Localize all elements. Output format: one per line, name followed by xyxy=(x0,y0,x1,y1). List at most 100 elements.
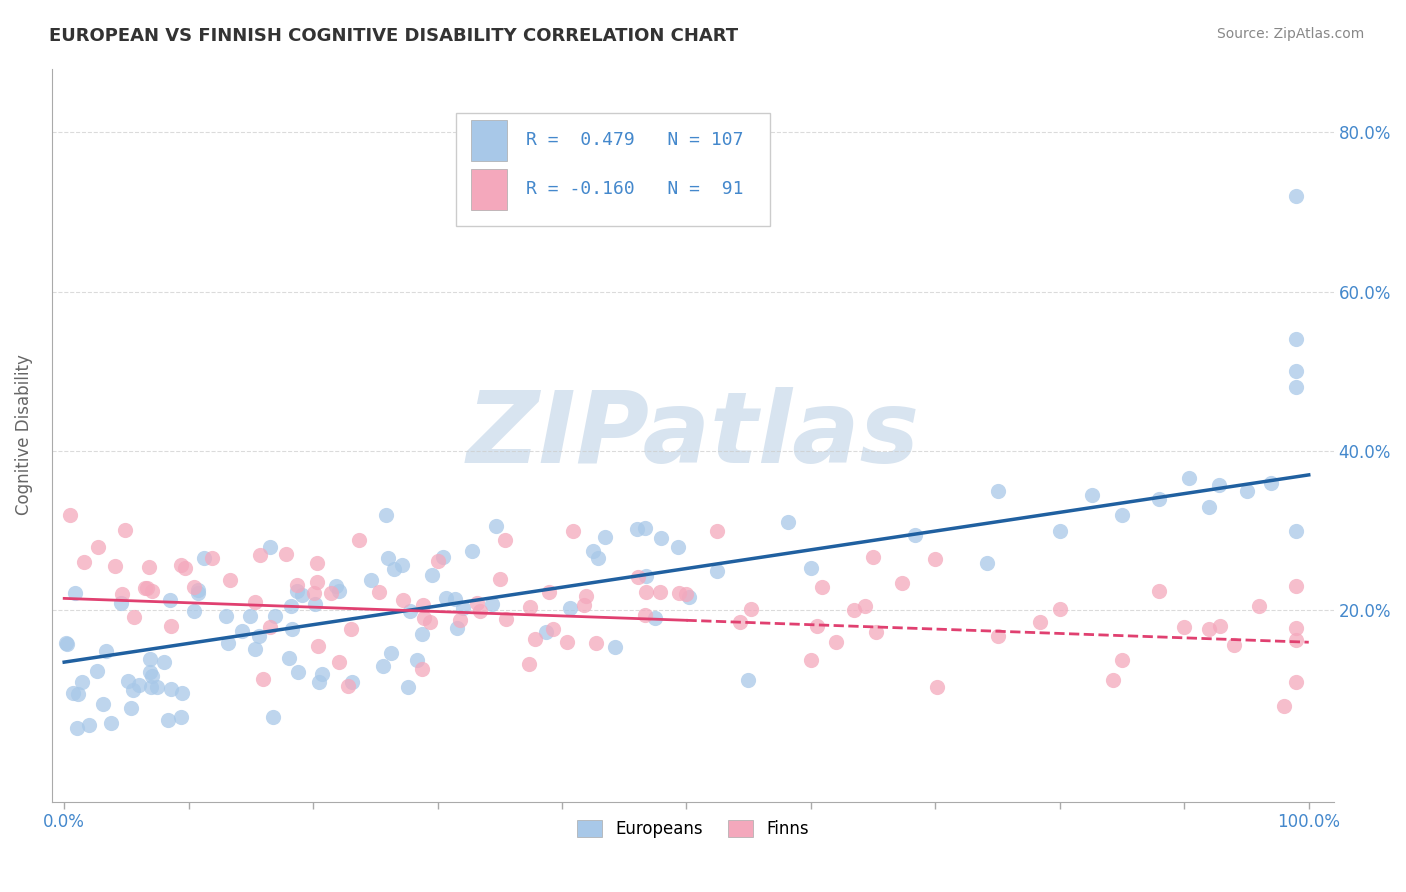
Point xyxy=(104,559,127,574)
Point xyxy=(728,615,751,630)
Point xyxy=(1260,475,1282,490)
Point xyxy=(412,598,434,612)
Point xyxy=(380,646,402,660)
Point xyxy=(340,622,363,636)
Point xyxy=(328,583,350,598)
Point xyxy=(281,622,304,636)
Point xyxy=(1209,619,1232,633)
Point xyxy=(541,623,564,637)
Point xyxy=(987,629,1010,643)
Point xyxy=(238,608,260,623)
Point xyxy=(706,564,728,578)
Point xyxy=(519,657,541,672)
Point xyxy=(347,533,370,547)
Point xyxy=(259,541,281,555)
Point xyxy=(1236,483,1258,498)
Point xyxy=(305,574,328,589)
Point xyxy=(174,560,197,574)
Point xyxy=(450,613,472,627)
Point xyxy=(890,576,912,591)
Point xyxy=(800,561,823,575)
Point xyxy=(644,611,666,625)
Point xyxy=(183,580,205,594)
Point xyxy=(668,586,690,600)
Point xyxy=(114,523,136,537)
Point xyxy=(405,653,427,667)
Point xyxy=(865,624,887,639)
Point xyxy=(187,583,209,598)
Point xyxy=(558,601,581,615)
Point xyxy=(146,680,169,694)
Point xyxy=(291,589,314,603)
Point xyxy=(135,582,157,596)
Point xyxy=(262,710,284,724)
Point xyxy=(139,665,162,679)
Point xyxy=(360,573,382,587)
Point xyxy=(215,608,238,623)
Point xyxy=(278,651,301,665)
Point xyxy=(141,583,163,598)
Point xyxy=(562,524,585,538)
Point xyxy=(59,508,82,522)
Point xyxy=(976,556,998,570)
Point xyxy=(1149,491,1171,506)
Point xyxy=(519,600,541,615)
Point xyxy=(627,570,650,584)
Point xyxy=(391,558,413,572)
Point xyxy=(494,533,516,547)
Point xyxy=(245,642,267,657)
Point xyxy=(1111,653,1133,667)
Point xyxy=(585,636,607,650)
Point xyxy=(485,519,508,533)
Point xyxy=(377,551,399,566)
Point xyxy=(86,665,108,679)
Point xyxy=(138,560,160,574)
Point xyxy=(1285,633,1308,648)
Point xyxy=(321,586,343,600)
Point xyxy=(91,697,114,711)
FancyBboxPatch shape xyxy=(471,120,506,161)
Text: EUROPEAN VS FINNISH COGNITIVE DISABILITY CORRELATION CHART: EUROPEAN VS FINNISH COGNITIVE DISABILITY… xyxy=(49,27,738,45)
Point xyxy=(1149,583,1171,598)
Point xyxy=(572,599,595,613)
Point xyxy=(987,483,1010,498)
Point xyxy=(1208,478,1230,492)
Point xyxy=(1285,524,1308,538)
Point xyxy=(79,718,101,732)
Point xyxy=(411,662,433,676)
Point xyxy=(650,585,672,599)
Point xyxy=(842,602,865,616)
Point xyxy=(1177,471,1199,485)
Point xyxy=(1049,602,1071,616)
Point xyxy=(1081,488,1104,502)
Point xyxy=(603,640,626,654)
Point xyxy=(328,655,350,669)
Point xyxy=(259,620,281,634)
Point xyxy=(287,665,309,680)
Point xyxy=(1285,333,1308,347)
Point xyxy=(650,531,672,545)
Point xyxy=(63,586,86,600)
Point xyxy=(810,580,832,594)
Point xyxy=(170,686,193,700)
Point xyxy=(925,681,948,695)
Point xyxy=(470,604,492,618)
Point xyxy=(156,713,179,727)
Point xyxy=(285,584,308,599)
Point xyxy=(193,551,215,566)
Point xyxy=(862,550,884,565)
Point xyxy=(1272,698,1295,713)
Point xyxy=(70,675,93,690)
FancyBboxPatch shape xyxy=(456,112,769,227)
Point xyxy=(120,700,142,714)
Point xyxy=(117,674,139,689)
Point xyxy=(231,624,253,639)
Point xyxy=(371,659,394,673)
Point xyxy=(420,568,443,582)
Point xyxy=(595,530,617,544)
Point xyxy=(67,687,90,701)
Point xyxy=(87,540,110,554)
Point xyxy=(264,608,287,623)
Point xyxy=(128,678,150,692)
Point xyxy=(636,584,658,599)
